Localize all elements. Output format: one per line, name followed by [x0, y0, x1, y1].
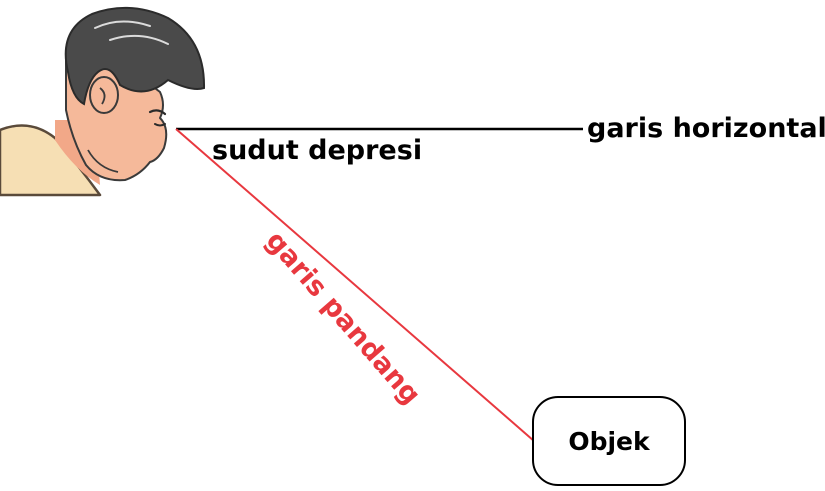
man-looking-down-icon — [0, 6, 206, 197]
object-box: Objek — [532, 396, 686, 486]
line-of-sight — [175, 128, 535, 442]
horizontal-line-label: garis horizontal — [587, 113, 825, 144]
depression-angle-label: sudut depresi — [212, 135, 423, 166]
object-label: Objek — [568, 426, 650, 456]
